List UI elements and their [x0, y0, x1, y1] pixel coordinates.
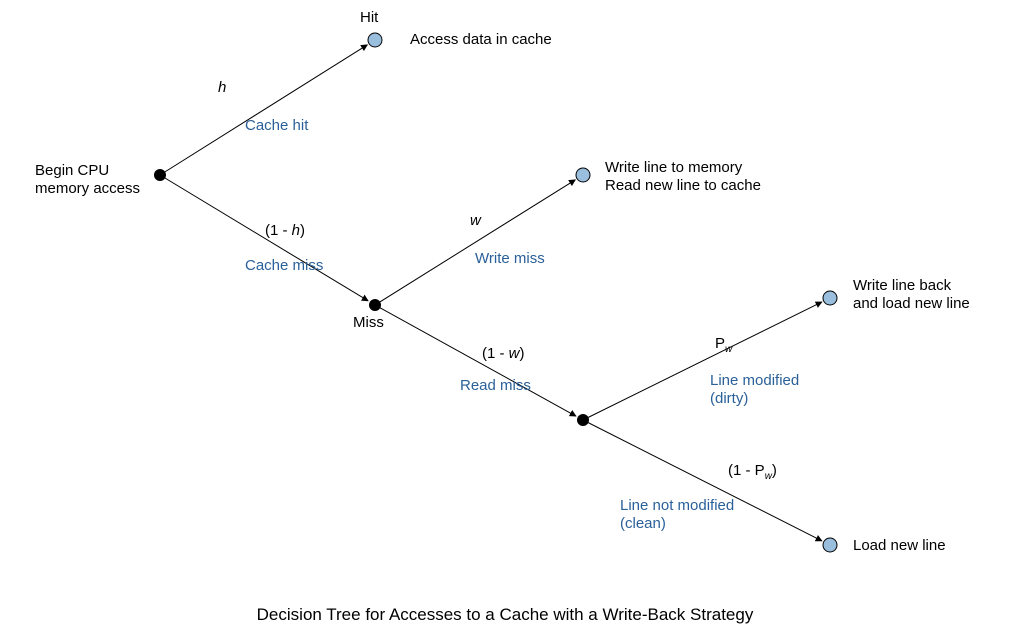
- edge-w-prob: w: [470, 212, 482, 229]
- node-dirty: [823, 291, 837, 305]
- edge-dirty-blue-1: Line modified: [710, 372, 799, 389]
- dirty-desc-1: Write line back: [853, 277, 952, 294]
- node-hit: [368, 33, 382, 47]
- decision-tree-diagram: Begin CPU memory access Hit Access data …: [0, 0, 1010, 644]
- clean-desc: Load new line: [853, 537, 946, 554]
- node-root: [154, 169, 166, 181]
- edge-clean-blue-1: Line not modified: [620, 497, 734, 514]
- edge-w-blue: Write miss: [475, 250, 545, 267]
- root-label-line2: memory access: [35, 180, 140, 197]
- writemiss-desc-2: Read new line to cache: [605, 177, 761, 194]
- miss-title: Miss: [353, 314, 384, 331]
- hit-title: Hit: [360, 9, 379, 26]
- writemiss-desc-1: Write line to memory: [605, 159, 743, 176]
- edge-clean-blue-2: (clean): [620, 515, 666, 532]
- edge-readmiss-dirty: [583, 302, 822, 420]
- diagram-caption: Decision Tree for Accesses to a Cache wi…: [257, 605, 754, 624]
- edge-readmiss-blue: Read miss: [460, 377, 531, 394]
- edge-root-hit: [160, 45, 367, 175]
- edge-readmiss-clean: [583, 420, 822, 541]
- edge-miss-writemiss: [375, 180, 575, 305]
- edge-miss-blue: Cache miss: [245, 257, 323, 274]
- root-label-line1: Begin CPU: [35, 162, 109, 179]
- node-miss: [369, 299, 381, 311]
- node-clean: [823, 538, 837, 552]
- edge-h-prob: h: [218, 79, 226, 96]
- node-readmiss: [577, 414, 589, 426]
- node-writemiss: [576, 168, 590, 182]
- hit-desc: Access data in cache: [410, 31, 552, 48]
- edge-miss-readmiss: [375, 305, 576, 416]
- edge-1mpw-prob: (1 - Pw): [728, 462, 777, 482]
- edge-pw-prob: Pw: [715, 335, 733, 355]
- edge-h-blue: Cache hit: [245, 117, 309, 134]
- edge-1mh-prob: (1 - h): [265, 222, 305, 239]
- edge-dirty-blue-2: (dirty): [710, 390, 748, 407]
- dirty-desc-2: and load new line: [853, 295, 970, 312]
- edge-1mw-prob: (1 - w): [482, 345, 525, 362]
